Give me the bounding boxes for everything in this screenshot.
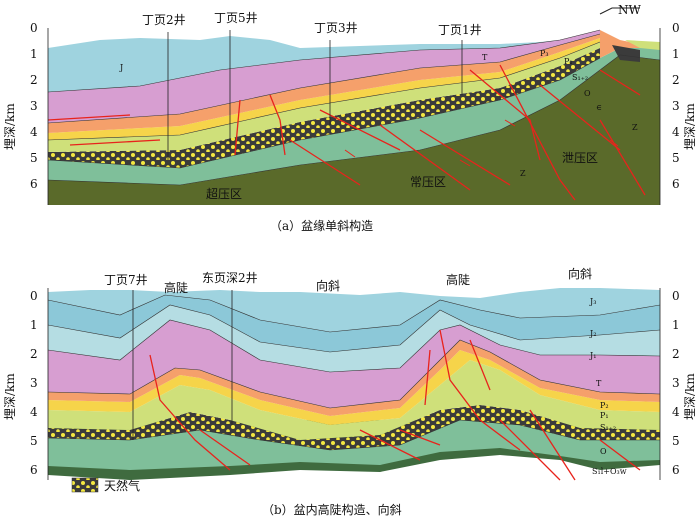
- well-dingye-2: 丁页2井: [142, 13, 186, 27]
- b-right-tick-3: 3: [672, 376, 680, 390]
- well-dingye-7: 丁页7井: [104, 273, 148, 287]
- a-right-tick-1: 1: [672, 47, 680, 61]
- strat-P3: P₃: [540, 49, 549, 58]
- zone-pressure-release: 泄压区: [562, 151, 598, 165]
- b-left-tick-6: 6: [30, 463, 38, 477]
- b-left-tick-4: 4: [30, 405, 38, 419]
- b-left-tick-2: 2: [30, 347, 38, 361]
- structure-syncline-2: 向斜: [568, 266, 592, 281]
- caption-a: （a）盆缘单斜构造: [270, 218, 373, 233]
- gas-legend-swatch: [71, 477, 99, 493]
- strat-O-b: O: [600, 447, 607, 456]
- b-right-tick-0: 0: [672, 289, 680, 303]
- strat-O: O: [584, 89, 591, 98]
- b-right-tick-1: 1: [672, 318, 680, 332]
- a-right-tick-3: 3: [672, 99, 680, 113]
- strat-Z2: Z: [520, 169, 526, 178]
- a-right-tick-0: 0: [672, 21, 680, 35]
- a-right-tick-2: 2: [672, 73, 680, 87]
- strat-J1: J₁: [589, 351, 596, 360]
- caption-b: （b）盆内高陡构造、向斜: [262, 502, 402, 517]
- strat-T-b: T: [596, 379, 602, 388]
- a-left-axis-label: 埋深/km: [3, 103, 17, 150]
- structure-high-steep-2: 高陡: [446, 272, 470, 287]
- b-left-axis-label: 埋深/km: [3, 373, 17, 420]
- strat-S: S₁₊₂: [572, 73, 588, 82]
- zone-overpressure: 超压区: [206, 186, 242, 201]
- strat-S-b: S₁₊₂: [600, 423, 616, 432]
- strat-J2: J₂: [589, 329, 596, 338]
- a-right-tick-5: 5: [672, 151, 680, 165]
- structure-high-steep-1: 高陡: [164, 280, 188, 295]
- strat-P1: P₁: [564, 57, 573, 66]
- a-right-tick-6: 6: [672, 177, 680, 191]
- a-left-tick-5: 5: [30, 151, 38, 165]
- a-right-axis-label: 埋深/km: [683, 103, 697, 150]
- a-left-tick-0: 0: [30, 21, 38, 35]
- compass-arrow-icon: [599, 7, 640, 15]
- panel-a-labels: 0 1 2 3 4 5 6 0 1 2 3 4 5 6 埋深/km 埋深/km …: [3, 3, 697, 233]
- zone-normal-pressure: 常压区: [410, 175, 446, 189]
- b-left-tick-5: 5: [30, 434, 38, 448]
- b-right-tick-2: 2: [672, 347, 680, 361]
- b-right-tick-6: 6: [672, 463, 680, 477]
- panel-b-labels: 0 1 2 3 4 5 6 0 1 2 3 4 5 6 埋深/km 埋深/km …: [3, 266, 697, 517]
- a-left-tick-2: 2: [30, 73, 38, 87]
- structure-syncline-1: 向斜: [316, 278, 340, 293]
- strat-J3: J₃: [589, 297, 596, 306]
- b-right-axis-label: 埋深/km: [683, 373, 697, 420]
- b-right-tick-4: 4: [672, 405, 680, 419]
- b-left-tick-1: 1: [30, 318, 38, 332]
- b-left-tick-3: 3: [30, 376, 38, 390]
- well-dingye-3: 丁页3井: [314, 21, 358, 35]
- well-dingye-5: 丁页5井: [214, 11, 258, 25]
- a-left-tick-3: 3: [30, 99, 38, 113]
- panel-b-cross-section: [47, 288, 661, 493]
- well-dingye-1: 丁页1井: [438, 23, 482, 37]
- a-left-tick-1: 1: [30, 47, 38, 61]
- strat-Cam: ∈: [596, 103, 602, 112]
- strat-P1-b: P₁: [600, 411, 609, 420]
- a-left-tick-4: 4: [30, 125, 38, 139]
- panel-a-cross-section: [47, 28, 661, 205]
- b-left-tick-0: 0: [30, 289, 38, 303]
- b-right-tick-5: 5: [672, 434, 680, 448]
- strat-P2: P₂: [600, 401, 609, 410]
- compass-label: NW: [618, 3, 642, 17]
- well-dongyeshen-2: 东页深2井: [202, 271, 258, 285]
- strat-SO: S₁l+O₃w: [592, 467, 627, 476]
- a-left-tick-6: 6: [30, 177, 38, 191]
- strat-J: J: [119, 63, 123, 72]
- strat-Z: Z: [632, 123, 638, 132]
- a-right-tick-4: 4: [672, 125, 680, 139]
- strat-T: T: [482, 53, 488, 62]
- gas-legend-label: 天然气: [104, 478, 140, 493]
